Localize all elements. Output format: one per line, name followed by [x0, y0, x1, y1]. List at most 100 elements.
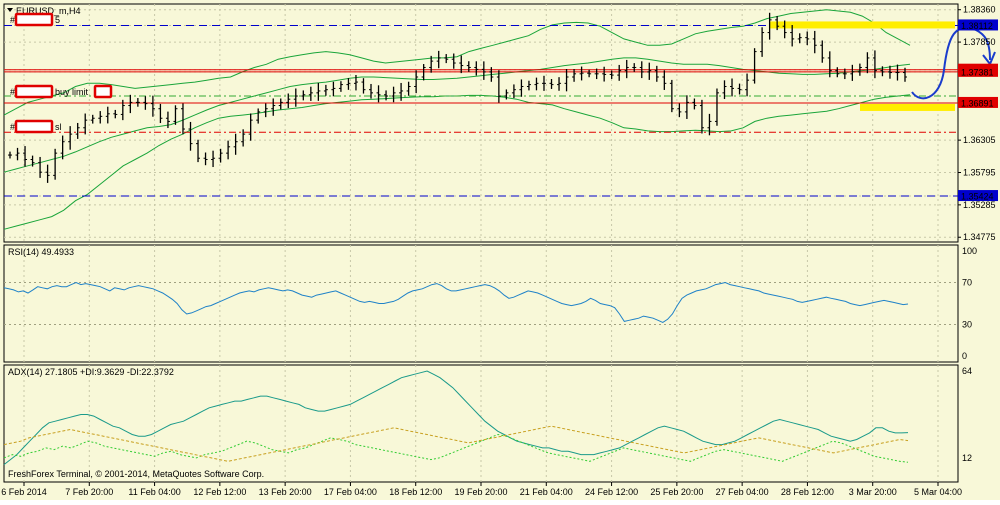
price-bar: [248, 113, 253, 141]
price-bar: [384, 90, 389, 101]
price-bar: [436, 50, 441, 69]
target-zone-highlight: [770, 21, 955, 29]
price-bar: [444, 54, 449, 64]
price-bar: [271, 98, 276, 116]
price-bar: [113, 109, 118, 119]
time-axis-label: 13 Feb 20:00: [259, 487, 312, 497]
price-bar: [872, 50, 877, 79]
price-bar: [150, 95, 155, 117]
adx-series-2: [3, 425, 909, 462]
price-bar: [496, 70, 501, 103]
price-bar: [369, 83, 374, 99]
entry-zone-highlight: [860, 103, 955, 111]
price-bar: [594, 68, 599, 80]
time-axis-label: 11 Feb 04:00: [128, 487, 180, 497]
price-bar: [572, 69, 577, 82]
price-bar: [752, 48, 757, 84]
price-bar: [684, 95, 689, 119]
price-bar: [850, 64, 855, 81]
price-bar: [692, 98, 697, 110]
price-bar: [534, 77, 539, 91]
price-bar: [353, 74, 358, 91]
price-bar: [241, 129, 246, 147]
price-bar: [45, 164, 50, 183]
price-axis-label: 1.37381: [961, 67, 994, 77]
time-axis-label: 19 Feb 20:00: [454, 487, 507, 497]
copyright-footer: FreshForex Terminal, © 2001-2014, MetaQu…: [8, 469, 264, 479]
time-axis-label: 28 Feb 12:00: [781, 487, 834, 497]
price-axis-label: 1.35285: [963, 200, 996, 210]
price-bar: [120, 99, 125, 121]
rsi-axis-label: 0: [962, 351, 967, 361]
price-bar: [218, 148, 223, 163]
price-bar: [504, 89, 509, 100]
redacted-label-box: [14, 119, 54, 134]
price-bar: [421, 64, 426, 81]
price-bar: [331, 81, 336, 97]
annotation-suffix: sl: [55, 122, 62, 132]
price-bar: [887, 65, 892, 79]
price-bar: [481, 61, 486, 80]
price-bar: [760, 27, 765, 57]
price-bar: [180, 103, 185, 135]
time-axis-label: 21 Feb 04:00: [520, 487, 573, 497]
bollinger-middle: [3, 57, 911, 173]
time-axis-label: 18 Feb 12:00: [389, 487, 442, 497]
redacted-label-box: [93, 84, 113, 99]
price-bar: [75, 122, 80, 139]
price-bar: [165, 111, 170, 129]
price-bar: [737, 83, 742, 95]
price-bar: [647, 62, 652, 80]
price-bar: [624, 59, 629, 79]
price-bar: [399, 82, 404, 101]
price-bar: [549, 78, 554, 89]
price-bar: [293, 88, 298, 107]
price-bar: [98, 111, 103, 124]
bollinger-upper: [3, 9, 911, 116]
price-bar: [903, 67, 907, 82]
adx-series-1: [3, 433, 909, 463]
price-bar: [316, 82, 321, 101]
price-bar: [278, 98, 283, 110]
price-bar: [632, 63, 637, 72]
price-bar: [211, 150, 216, 168]
price-bar: [564, 68, 569, 92]
price-bar: [474, 61, 479, 76]
price-axis-tag: [958, 96, 998, 108]
price-axis-tag: [958, 19, 998, 31]
price-bar: [323, 84, 328, 96]
rsi-line: [3, 281, 909, 323]
collapse-icon[interactable]: [7, 8, 13, 12]
redacted-label-box: [14, 84, 54, 99]
annotation-hash: #: [10, 122, 15, 132]
price-axis-tag: [958, 65, 998, 77]
price-bar: [519, 79, 524, 97]
rsi-axis-label: 30: [962, 320, 972, 330]
price-bar: [53, 148, 58, 180]
price-bar: [68, 126, 73, 150]
price-bar: [609, 70, 614, 79]
rsi-title: RSI(14) 49.4933: [8, 247, 74, 257]
price-bar: [857, 63, 862, 76]
price-bar: [301, 90, 306, 101]
price-bar: [451, 53, 456, 69]
price-axis-label: 1.36305: [963, 135, 996, 145]
price-bar: [617, 64, 622, 81]
price-axis-tag: [958, 190, 998, 202]
price-bar: [511, 84, 516, 99]
price-axis-label: 1.38112: [961, 21, 993, 31]
price-bar: [308, 86, 313, 101]
price-bar: [256, 108, 261, 124]
price-bar: [602, 66, 607, 82]
price-bar: [30, 155, 35, 167]
price-bar: [699, 99, 704, 134]
price-bar: [128, 94, 133, 114]
price-bar: [429, 55, 434, 73]
adx-axis-label: 12: [962, 453, 972, 463]
price-bar: [677, 103, 682, 118]
price-bar: [639, 61, 644, 79]
price-bar: [406, 81, 411, 96]
price-bar: [865, 52, 870, 74]
price-bar: [714, 88, 719, 126]
